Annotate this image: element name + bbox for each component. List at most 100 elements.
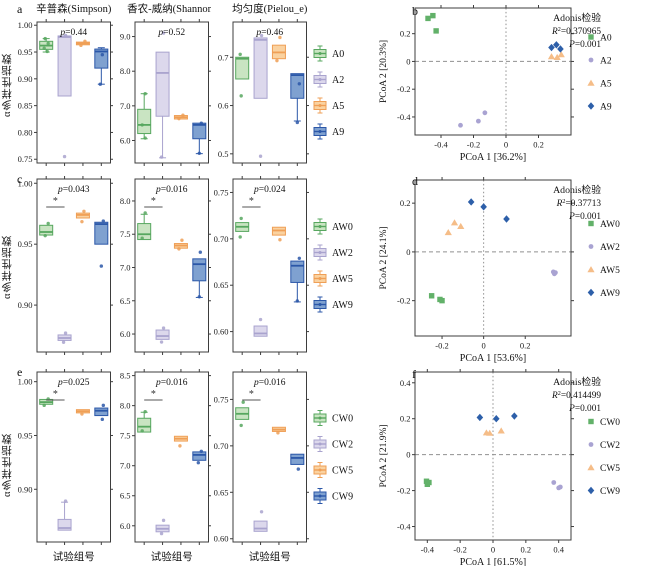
svg-text:-0.2: -0.2 [397,84,410,94]
svg-text:0.60: 0.60 [214,534,229,544]
boxplot-legend-e: CW0 CW2 CW5 CW9 [309,363,373,566]
svg-text:6.5: 6.5 [120,491,131,501]
figure-row-ab: a b α多样性指数 辛普森(Simpson) 0.75 0.80 0.85 0.90 0… [0,0,650,170]
svg-text:A9: A9 [600,103,612,113]
svg-text:8.0: 8.0 [120,66,131,76]
boxplot-shannon-c: 6.0 6.5 7.0 7.5 8.0 p=0.016 * [113,170,212,363]
svg-text:p=0.024: p=0.024 [253,185,286,195]
svg-text:-0.4: -0.4 [397,522,411,532]
svg-text:试验组号: 试验组号 [53,550,95,563]
svg-text:7.0: 7.0 [120,262,131,272]
panel-letter-a: a [17,2,23,16]
svg-text:*: * [151,389,156,400]
svg-text:p=0.016: p=0.016 [155,185,188,195]
svg-text:R2=0.414499: R2=0.414499 [551,390,601,401]
boxplot-simpson-e: 0.90 0.95 1.00 p=0.025 * 试验组号 [15,363,114,566]
svg-text:0.70: 0.70 [214,234,229,244]
panel-letter-b: b [412,4,418,18]
svg-text:CW9: CW9 [332,492,353,503]
svg-text:试验组号: 试验组号 [249,550,291,563]
svg-text:A0: A0 [600,34,612,44]
svg-text:Adonis检验: Adonis检验 [553,11,601,24]
boxplot-shannon-a: 香农-威纳(Shannon) 6.0 7.0 8.0 9.0 p=0.52 [113,0,217,170]
svg-text:0.95: 0.95 [18,239,33,249]
pcoa-plot-f: -0.4 -0.2 0 0.2 0.4 -0.4 -0.2 0 0.2 0.4 PCoA 1 [61… [375,363,633,566]
boxplot-pielou-e: 0.60 0.65 0.70 0.75 p=0.016 * 试验组号 [211,363,310,566]
svg-text:7.5: 7.5 [120,431,131,441]
svg-text:0.2: 0.2 [521,545,532,555]
svg-text:-0.2: -0.2 [397,296,410,306]
svg-text:R2=0.37713: R2=0.37713 [556,198,602,209]
boxplot-pielou-a: 均匀度(Pielou_e) 0.5 0.6 0.7 p=0.46 [211,0,310,170]
boxplot-legend-c: AW0 AW2 AW5 AW9 [309,170,373,363]
svg-text:AW5: AW5 [332,274,353,285]
alpha-diversity-axis-label: α多样性指数 [2,53,13,118]
pcoa-plot-b: -0.4 -0.2 0 0.2 -0.4 -0.2 0 0.2 PCoA 1 [36.2%] PC… [375,0,633,170]
svg-text:0.2: 0.2 [400,414,411,424]
svg-text:A5: A5 [332,101,344,112]
svg-text:辛普森(Simpson): 辛普森(Simpson) [36,2,112,15]
svg-text:AW2: AW2 [332,248,353,259]
pcoa-plot-d: -0.2 0 0.2 -0.2 0 0.2 PCoA 1 [53.6%] PCoA 2 [24… [375,170,633,364]
boxplot-legend-a: A0 A2 A5 A9 [309,0,373,170]
svg-text:p=0.043: p=0.043 [57,185,90,195]
svg-text:p=0.025: p=0.025 [57,378,90,388]
svg-text:0.95: 0.95 [18,47,33,57]
svg-text:-0.2: -0.2 [435,341,448,351]
svg-text:0: 0 [482,341,486,351]
svg-text:0.70: 0.70 [214,441,229,451]
svg-text:P=0.001: P=0.001 [568,404,601,414]
svg-text:PCoA 2 [24.1%]: PCoA 2 [24.1%] [379,226,389,289]
svg-text:-0.2: -0.2 [397,486,410,496]
panel-letter-f: f [412,367,416,381]
svg-text:-0.4: -0.4 [421,545,435,555]
svg-text:0.4: 0.4 [400,378,411,388]
svg-text:8.0: 8.0 [120,401,131,411]
svg-text:-0.4: -0.4 [397,112,411,122]
svg-text:p=0.52: p=0.52 [157,28,185,38]
svg-text:0.75: 0.75 [214,394,229,404]
svg-text:0.6: 0.6 [218,101,229,111]
boxplot-pielou-c: 0.60 0.65 0.70 0.75 p=0.024 * [211,170,310,363]
svg-text:PCoA 1 [53.6%]: PCoA 1 [53.6%] [460,353,526,363]
svg-text:CW0: CW0 [600,418,620,428]
svg-text:AW9: AW9 [332,300,353,311]
svg-text:-0.2: -0.2 [453,545,466,555]
svg-text:0.2: 0.2 [400,29,411,39]
svg-text:p=0.016: p=0.016 [155,378,188,388]
svg-text:A2: A2 [332,75,344,86]
svg-text:A5: A5 [600,80,612,90]
svg-text:均匀度(Pielou_e): 均匀度(Pielou_e) [232,2,308,15]
svg-text:6.0: 6.0 [120,135,131,145]
svg-text:0.7: 0.7 [218,52,229,62]
svg-text:p=0.016: p=0.016 [253,378,286,388]
svg-text:0.90: 0.90 [18,300,33,310]
svg-text:0.90: 0.90 [18,74,33,84]
svg-text:Adonis检验: Adonis检验 [553,183,601,196]
svg-text:7.0: 7.0 [120,101,131,111]
svg-text:A2: A2 [600,57,612,67]
svg-text:7.0: 7.0 [120,461,131,471]
figure-row-cd: c d α多样性指数 0.90 0.95 1.00 p=0.043 * 6.0 6.5 7.… [0,170,650,364]
svg-text:0.60: 0.60 [214,327,229,337]
svg-text:香农-威纳(Shannon): 香农-威纳(Shannon) [127,2,211,15]
svg-text:-0.2: -0.2 [467,140,480,150]
svg-text:AW5: AW5 [600,266,620,276]
svg-text:8.0: 8.0 [120,196,131,206]
svg-text:0.95: 0.95 [18,430,33,440]
svg-text:6.0: 6.0 [120,521,131,531]
svg-text:6.0: 6.0 [120,329,131,339]
svg-text:0.75: 0.75 [18,154,33,164]
svg-text:R2=0.370965: R2=0.370965 [551,26,601,37]
svg-text:Adonis检验: Adonis检验 [553,375,601,388]
panel-letter-e: e [17,365,23,379]
panel-letter-d: d [412,174,418,188]
svg-text:CW9: CW9 [600,487,620,497]
svg-text:p=0.44: p=0.44 [59,28,87,38]
svg-text:CW2: CW2 [332,440,353,451]
svg-text:0.2: 0.2 [400,198,411,208]
svg-text:1.00: 1.00 [18,178,33,188]
boxplot-simpson-a: 辛普森(Simpson) 0.75 0.80 0.85 0.90 0.95 1.00 p=0.… [15,0,114,170]
svg-text:0.65: 0.65 [214,280,229,290]
